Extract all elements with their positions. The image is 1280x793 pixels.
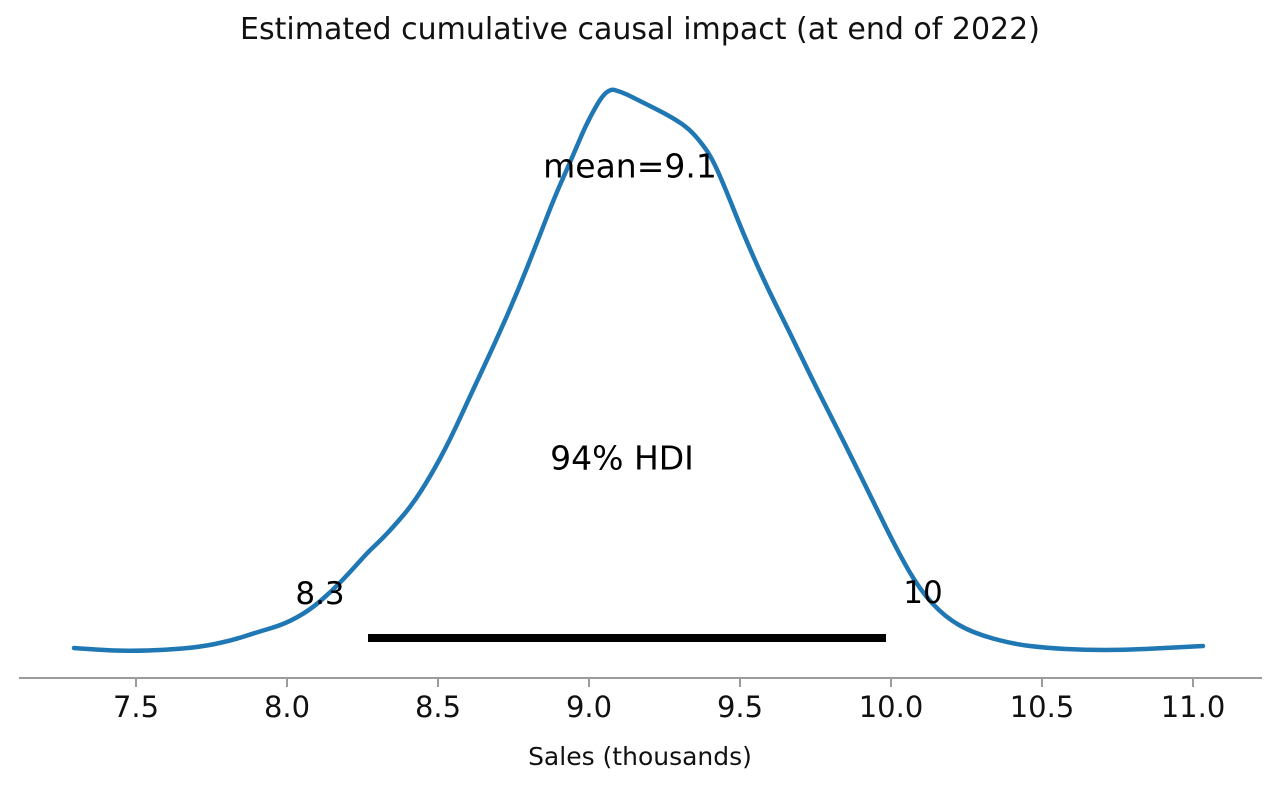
x-tick-label: 9.0 <box>565 690 613 724</box>
x-tick-label: 8.5 <box>414 690 462 724</box>
x-tick <box>739 679 741 687</box>
hdi-upper-label: 10 <box>903 575 943 611</box>
x-tick <box>437 679 439 687</box>
x-tick <box>588 679 590 687</box>
x-tick <box>1041 679 1043 687</box>
x-tick-label: 11.0 <box>1160 690 1226 724</box>
chart-title: Estimated cumulative causal impact (at e… <box>240 12 1040 47</box>
x-tick-label: 10.5 <box>1009 690 1075 724</box>
hdi-lower-label: 8.3 <box>295 576 345 612</box>
x-tick-label: 7.5 <box>112 690 160 724</box>
hdi-bar <box>368 634 886 642</box>
x-axis-spine <box>19 677 1262 679</box>
x-tick <box>135 679 137 687</box>
x-tick <box>890 679 892 687</box>
x-tick <box>286 679 288 687</box>
x-tick <box>1192 679 1194 687</box>
mean-label: mean=9.1 <box>543 146 717 186</box>
x-tick-label: 10.0 <box>858 690 924 724</box>
x-tick-label: 9.5 <box>716 690 764 724</box>
kde-curve-path <box>71 87 1206 653</box>
x-tick-label: 8.0 <box>263 690 311 724</box>
hdi-label: 94% HDI <box>550 438 694 478</box>
x-axis-label: Sales (thousands) <box>528 742 752 771</box>
